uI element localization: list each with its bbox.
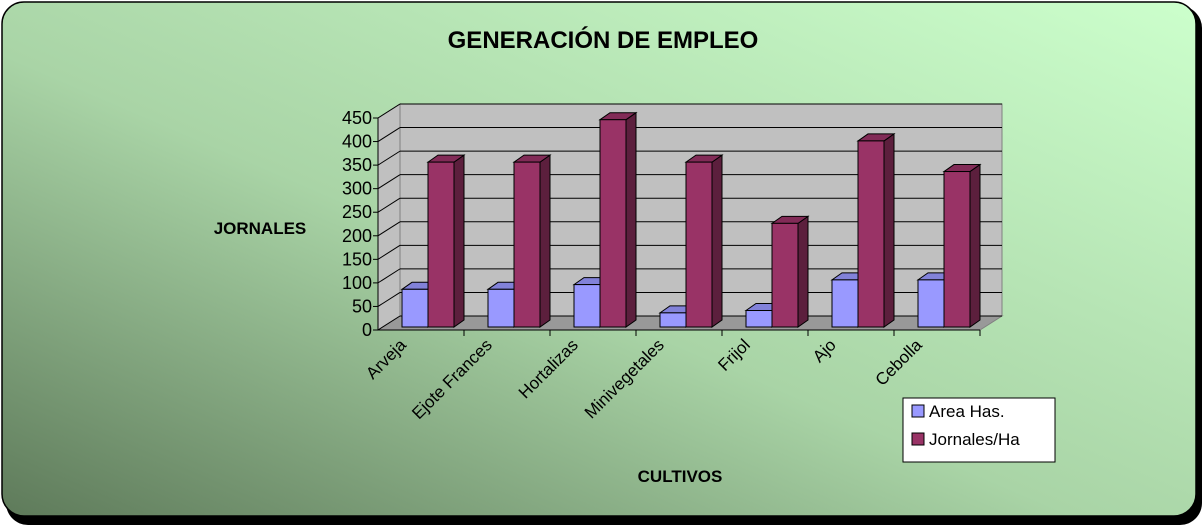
legend: Area Has. Jornales/Ha xyxy=(902,397,1056,463)
y-tick-label: 300 xyxy=(342,179,372,199)
y-tick-label: 450 xyxy=(342,108,372,128)
grid-line xyxy=(377,103,401,119)
bar xyxy=(943,171,971,328)
y-tick-label: 150 xyxy=(342,249,372,269)
grid-line xyxy=(377,292,401,307)
legend-label: Jornales/Ha xyxy=(929,430,1020,449)
bar-side xyxy=(883,132,895,328)
legend-label: Area Has. xyxy=(929,402,1005,421)
bar-side xyxy=(453,154,465,328)
grid-line xyxy=(377,197,401,213)
legend-box xyxy=(902,397,1056,463)
bar xyxy=(857,140,885,328)
grid-line xyxy=(377,268,401,284)
y-tick-label: 100 xyxy=(342,273,372,293)
y-tick-label: 0 xyxy=(362,320,372,340)
bar-side xyxy=(711,154,723,328)
bar xyxy=(745,310,773,328)
y-tick-label: 200 xyxy=(342,226,372,246)
grid-line xyxy=(377,244,401,260)
bar-side xyxy=(539,154,551,328)
grid-line xyxy=(377,315,401,331)
bar xyxy=(427,161,455,328)
bar xyxy=(487,288,515,328)
x-axis-label: CULTIVOS xyxy=(638,467,723,486)
grid-line xyxy=(377,174,401,190)
grid-line xyxy=(377,127,401,142)
y-tick-label: 50 xyxy=(352,296,372,316)
bar xyxy=(659,312,687,328)
bar-side xyxy=(969,163,981,328)
legend-swatch xyxy=(911,432,925,446)
side-wall xyxy=(377,103,401,331)
y-tick-label: 400 xyxy=(342,132,372,152)
bar xyxy=(831,279,859,328)
bar xyxy=(599,119,627,328)
grid-line xyxy=(377,221,401,237)
legend-swatch xyxy=(911,404,925,418)
bar xyxy=(771,222,799,328)
bar xyxy=(917,279,945,328)
chart-title: GENERACIÓN DE EMPLEO xyxy=(448,26,759,54)
y-tick-label: 250 xyxy=(342,202,372,222)
bar xyxy=(685,161,713,328)
y-tick-label: 350 xyxy=(342,155,372,175)
bar xyxy=(573,284,601,328)
bar-side xyxy=(625,111,637,328)
bar xyxy=(401,288,429,328)
bar xyxy=(513,161,541,328)
bar-side xyxy=(797,215,809,328)
y-axis-label: JORNALES xyxy=(214,219,307,238)
grid-line xyxy=(377,150,401,166)
